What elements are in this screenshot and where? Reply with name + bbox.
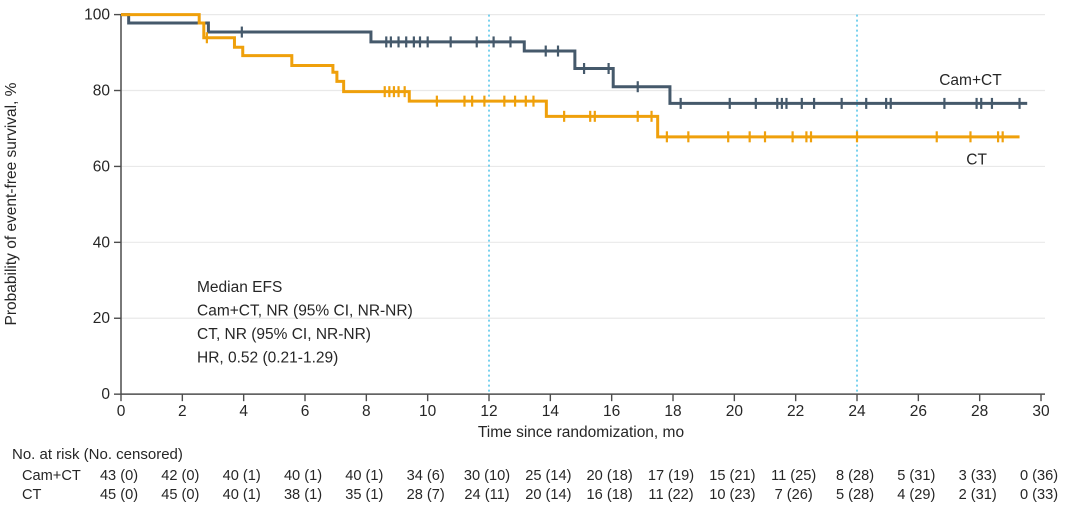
curve-label-ct: CT xyxy=(966,152,987,169)
y-tick-label: 20 xyxy=(93,310,111,327)
y-tick-label: 40 xyxy=(93,234,111,251)
x-tick-label: 24 xyxy=(848,403,866,420)
y-tick-label: 0 xyxy=(101,386,110,403)
annotation-line-4: HR, 0.52 (0.21-1.29) xyxy=(197,350,338,367)
x-tick-label: 6 xyxy=(301,403,310,420)
y-tick-label: 60 xyxy=(93,158,111,175)
x-tick-label: 2 xyxy=(178,403,187,420)
x-tick-label: 18 xyxy=(664,403,681,420)
x-tick-label: 28 xyxy=(971,403,988,420)
x-axis-title: Time since randomization, mo xyxy=(478,424,684,441)
x-tick-label: 22 xyxy=(787,403,804,420)
y-tick-label: 80 xyxy=(93,83,111,100)
y-tick-label: 100 xyxy=(84,7,110,24)
x-tick-label: 16 xyxy=(603,403,620,420)
annotation-line-2: Cam+CT, NR (95% CI, NR-NR) xyxy=(197,303,413,320)
survival-curves xyxy=(121,13,1028,143)
x-tick-label: 0 xyxy=(117,403,126,420)
survival-curve-ct xyxy=(121,13,1020,139)
x-tick-label: 10 xyxy=(419,403,437,420)
reference-lines xyxy=(488,14,858,395)
x-tick-label: 30 xyxy=(1032,403,1050,420)
survival-curve-cam-ct xyxy=(121,13,1028,105)
x-tick-label: 14 xyxy=(542,403,560,420)
median-efs-annotation: Median EFS Cam+CT, NR (95% CI, NR-NR) CT… xyxy=(197,279,413,367)
annotation-line-1: Median EFS xyxy=(197,279,282,296)
x-tick-label: 8 xyxy=(362,403,371,420)
x-tick-label: 26 xyxy=(910,403,927,420)
curve-label-cam-ct: Cam+CT xyxy=(939,72,1002,89)
x-tick-label: 20 xyxy=(726,403,744,420)
gridlines xyxy=(121,14,1045,319)
x-tick-label: 12 xyxy=(480,403,497,420)
annotation-line-3: CT, NR (95% CI, NR-NR) xyxy=(197,326,371,343)
y-axis-title: Probability of event-free survival, % xyxy=(3,82,20,325)
x-tick-label: 4 xyxy=(239,403,248,420)
